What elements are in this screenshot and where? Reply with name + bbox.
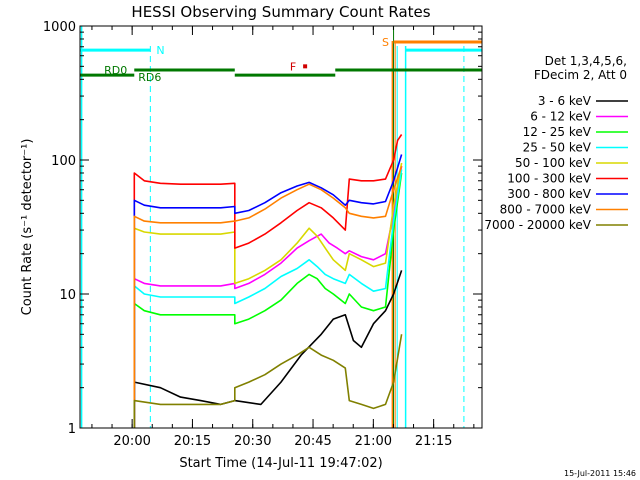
legend-label-2: 6 - 12 keV — [530, 110, 592, 124]
x-tick-label: 20:30 — [234, 434, 271, 449]
y-tick-label: 100 — [51, 154, 76, 169]
night-label: N — [156, 44, 164, 57]
legend-label-7: 300 - 800 keV — [507, 187, 591, 201]
series-line-6 — [133, 134, 403, 428]
series-line-1 — [133, 270, 403, 428]
series-line-4 — [133, 169, 403, 428]
y-axis-label: Count Rate (s⁻¹ detector⁻¹) — [20, 139, 35, 316]
y-tick-label: 10 — [59, 288, 76, 303]
legend-header-2: FDecim 2, Att 0 — [534, 68, 627, 82]
y-tick-label: 1 — [68, 422, 76, 437]
chart-title: HESSI Observing Summary Count Rates — [131, 3, 430, 21]
series-line-5 — [133, 162, 403, 428]
legend: Det 1,3,4,5,6, FDecim 2, Att 0 3 - 6 keV… — [484, 54, 628, 232]
legend-label-9: 7000 - 20000 keV — [484, 218, 591, 232]
legend-label-4: 25 - 50 keV — [523, 141, 592, 155]
y-tick-label: 1000 — [43, 20, 76, 35]
legend-label-5: 50 - 100 keV — [515, 156, 592, 170]
legend-label-6: 100 - 300 keV — [507, 172, 591, 186]
rd0-label: RD0 — [104, 64, 127, 77]
series-line-2 — [133, 165, 403, 428]
x-tick-label: 20:45 — [294, 434, 331, 449]
x-tick-label: 20:00 — [113, 434, 150, 449]
plot-frame — [79, 25, 483, 429]
legend-header-1: Det 1,3,4,5,6, — [545, 54, 627, 68]
legend-label-3: 12 - 25 keV — [523, 125, 592, 139]
legend-label-1: 3 - 6 keV — [538, 94, 592, 108]
timestamp: 15-Jul-2011 15:46 — [564, 469, 636, 478]
x-tick-label: 21:15 — [415, 434, 452, 449]
series-line-9 — [133, 334, 403, 428]
series-line-7 — [133, 154, 403, 428]
series-line-8 — [133, 165, 403, 428]
x-tick-label: 20:15 — [174, 434, 211, 449]
x-tick-label: 21:00 — [355, 434, 392, 449]
saa-label: S — [382, 36, 389, 49]
rd6-label: RD6 — [138, 71, 161, 84]
flare-label: F — [290, 60, 296, 73]
flare-marker — [303, 64, 308, 69]
legend-label-8: 800 - 7000 keV — [500, 203, 592, 217]
x-axis-label: Start Time (14-Jul-11 19:47:02) — [179, 456, 382, 471]
series-line-3 — [133, 172, 403, 428]
